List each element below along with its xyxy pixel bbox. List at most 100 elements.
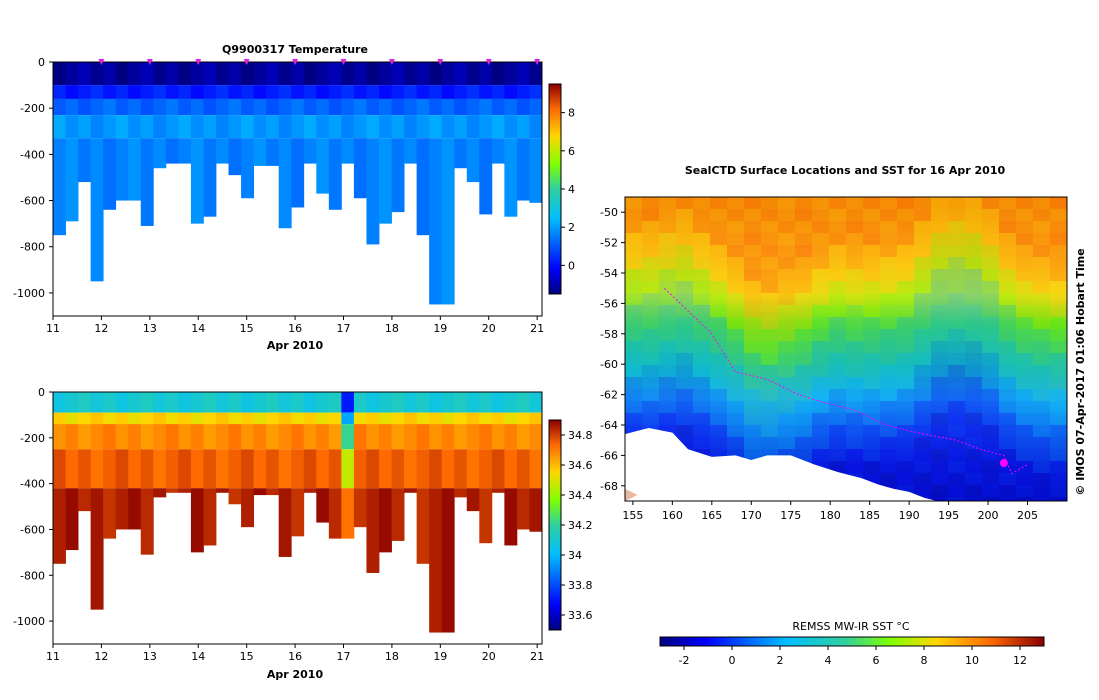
profile-16-layer-4	[253, 488, 267, 496]
profile-28-layer-0	[404, 62, 418, 86]
profile-37-layer-1	[516, 85, 530, 99]
sst-cell	[710, 281, 727, 293]
profile-8-layer-3	[153, 115, 167, 139]
longitude-tick-label: 165	[701, 509, 722, 522]
profile-21-layer-2	[316, 98, 330, 116]
profile-10-layer-4	[178, 488, 192, 493]
sst-cell	[812, 413, 829, 425]
sst-cell	[1033, 449, 1050, 461]
sst-cell	[948, 305, 965, 317]
sst-cell	[1050, 233, 1067, 245]
sst-cell	[1050, 269, 1067, 281]
sst-cell	[914, 353, 931, 365]
profile-37-layer-0	[516, 62, 530, 86]
sst-cell	[795, 221, 812, 233]
profile-7-layer-4	[140, 138, 154, 226]
profile-16-layer-1	[253, 85, 267, 99]
sst-cell	[999, 341, 1016, 353]
profile-21-layer-0	[316, 62, 330, 86]
x-tick-label: 20	[482, 650, 496, 663]
sst-cell	[846, 197, 863, 209]
sst-cell	[693, 245, 710, 257]
profile-1-layer-4	[65, 488, 79, 551]
sst-cell	[931, 485, 948, 497]
sst-cell	[659, 293, 676, 305]
profile-11-layer-1	[190, 85, 204, 99]
sst-cell	[999, 425, 1016, 437]
profile-13-layer-4	[216, 138, 229, 164]
profile-6-layer-1	[128, 412, 142, 425]
sst-cell	[727, 377, 744, 389]
profile-19-layer-3	[291, 449, 305, 489]
sst-cell	[965, 317, 982, 329]
sst-cell	[1050, 365, 1067, 377]
x-tick-label: 12	[94, 322, 108, 335]
sst-cell	[1016, 413, 1033, 425]
profile-13-layer-1	[216, 412, 229, 425]
sst-cell	[829, 257, 846, 269]
sst-cell	[1050, 341, 1067, 353]
sst-cell	[1016, 437, 1033, 449]
sst-cell	[914, 293, 931, 305]
sst-cell	[897, 449, 914, 461]
sst-cell	[727, 293, 744, 305]
sst-cell	[948, 437, 965, 449]
sst-cell	[744, 233, 761, 245]
profile-19-layer-0	[291, 62, 305, 86]
sst-cell	[1033, 257, 1050, 269]
sst-cell	[1016, 281, 1033, 293]
profile-19-layer-1	[291, 85, 305, 99]
sst-cell	[863, 257, 880, 269]
sst-cell	[744, 401, 761, 413]
profile-32-layer-1	[454, 85, 468, 99]
sst-cell	[659, 353, 676, 365]
sst-cell	[1016, 221, 1033, 233]
sst-cell	[965, 305, 982, 317]
sst-cell	[931, 365, 948, 377]
profile-5-layer-1	[115, 85, 129, 99]
sst-cell	[829, 317, 846, 329]
sst-cell	[1033, 209, 1050, 221]
sst-cell	[948, 473, 965, 485]
profile-4-layer-2	[103, 424, 117, 450]
profile-24-layer-3	[353, 449, 367, 489]
sst-cell	[778, 197, 795, 209]
profile-31-layer-1	[441, 85, 455, 99]
sst-cell	[761, 365, 778, 377]
sst-cell	[1050, 317, 1067, 329]
x-tick-label: 21	[530, 650, 544, 663]
sst-cell	[642, 341, 659, 353]
sst-cell	[846, 341, 863, 353]
profile-22-layer-4	[328, 488, 342, 539]
sst-cell	[965, 485, 982, 497]
profile-34-layer-3	[479, 449, 493, 489]
sst-cell	[914, 365, 931, 377]
sst-cell	[642, 305, 659, 317]
sst-cell	[897, 221, 914, 233]
sst-cell	[1033, 221, 1050, 233]
sst-cell	[812, 233, 829, 245]
sst-cell	[727, 305, 744, 317]
profile-36-layer-3	[504, 449, 518, 489]
sst-cell	[659, 365, 676, 377]
sst-cell	[1050, 353, 1067, 365]
sst-cell	[999, 329, 1016, 341]
sst-map-panel: SealCTD Surface Locations and SST for 16…	[600, 164, 1087, 667]
temperature-title: Q9900317 Temperature	[222, 43, 368, 56]
profile-19-layer-4	[291, 138, 305, 208]
sst-cell	[1050, 461, 1067, 473]
sst-cell	[897, 305, 914, 317]
profile-26-layer-1	[379, 85, 392, 99]
profile-23-layer-4	[341, 488, 355, 539]
profile-11-layer-0	[190, 62, 204, 86]
sst-cell	[676, 305, 693, 317]
latitude-tick-label: -66	[600, 449, 618, 462]
sst-cell	[948, 365, 965, 377]
sst-cell	[999, 449, 1016, 461]
sst-cell	[914, 221, 931, 233]
profile-38-layer-2	[529, 424, 543, 450]
sst-cell	[880, 377, 897, 389]
profile-19-layer-4	[291, 488, 305, 537]
profile-11-layer-4	[190, 138, 204, 224]
sst-cell	[863, 317, 880, 329]
